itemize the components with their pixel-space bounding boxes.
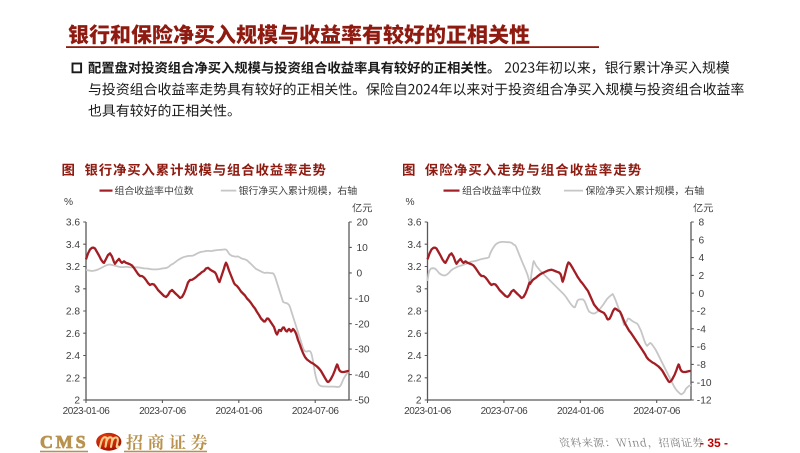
svg-text:3.6: 3.6 [66, 218, 80, 229]
svg-text:%: % [64, 197, 73, 208]
svg-text:2.2: 2.2 [407, 373, 421, 384]
svg-text:4: 4 [699, 253, 705, 264]
svg-text:-12: -12 [697, 396, 712, 407]
svg-text:-8: -8 [697, 360, 706, 371]
svg-text:3.6: 3.6 [407, 218, 421, 229]
svg-text:-10: -10 [697, 378, 712, 389]
svg-text:2: 2 [416, 396, 422, 407]
svg-text:2.6: 2.6 [407, 329, 421, 340]
svg-text:3.4: 3.4 [407, 240, 421, 251]
svg-text:2.4: 2.4 [407, 351, 421, 362]
svg-text:3.4: 3.4 [66, 240, 80, 251]
svg-text:2.8: 2.8 [66, 307, 80, 318]
svg-text:3: 3 [74, 284, 80, 295]
svg-text:-50: -50 [355, 396, 370, 407]
svg-text:2024-07-06: 2024-07-06 [633, 406, 681, 417]
svg-text:-6: -6 [697, 342, 706, 353]
svg-text:2024-07-06: 2024-07-06 [292, 406, 340, 417]
svg-text:-2: -2 [697, 307, 706, 318]
svg-text:-30: -30 [355, 345, 370, 356]
svg-text:2023-01-06: 2023-01-06 [63, 406, 111, 417]
svg-text:2023-07-06: 2023-07-06 [139, 406, 187, 417]
svg-text:2.4: 2.4 [66, 351, 80, 362]
svg-text:6: 6 [699, 235, 705, 246]
svg-text:2023-07-06: 2023-07-06 [481, 406, 529, 417]
svg-text:-4: -4 [697, 324, 706, 335]
svg-text:3.2: 3.2 [66, 262, 80, 273]
svg-text:0: 0 [699, 289, 705, 300]
svg-text:3.2: 3.2 [407, 262, 421, 273]
svg-text:8: 8 [699, 218, 705, 229]
svg-text:2: 2 [74, 396, 80, 407]
svg-text:CMS: CMS [40, 432, 88, 452]
svg-text:-40: -40 [355, 370, 370, 381]
svg-text:2023-01-06: 2023-01-06 [404, 406, 452, 417]
svg-text:2: 2 [699, 271, 705, 282]
svg-text:2.6: 2.6 [66, 329, 80, 340]
svg-text:-10: -10 [355, 294, 370, 305]
svg-text:2024-01-06: 2024-01-06 [557, 406, 605, 417]
svg-text:0: 0 [357, 269, 363, 280]
svg-text:- 35 -: - 35 - [700, 436, 728, 450]
svg-text:10: 10 [357, 243, 369, 254]
svg-text:2024-01-06: 2024-01-06 [215, 406, 263, 417]
svg-text:%: % [405, 197, 414, 208]
svg-text:3: 3 [416, 284, 422, 295]
svg-text:20: 20 [357, 218, 369, 229]
svg-text:2.2: 2.2 [66, 373, 80, 384]
svg-text:-20: -20 [355, 319, 370, 330]
svg-text:2.8: 2.8 [407, 307, 421, 318]
